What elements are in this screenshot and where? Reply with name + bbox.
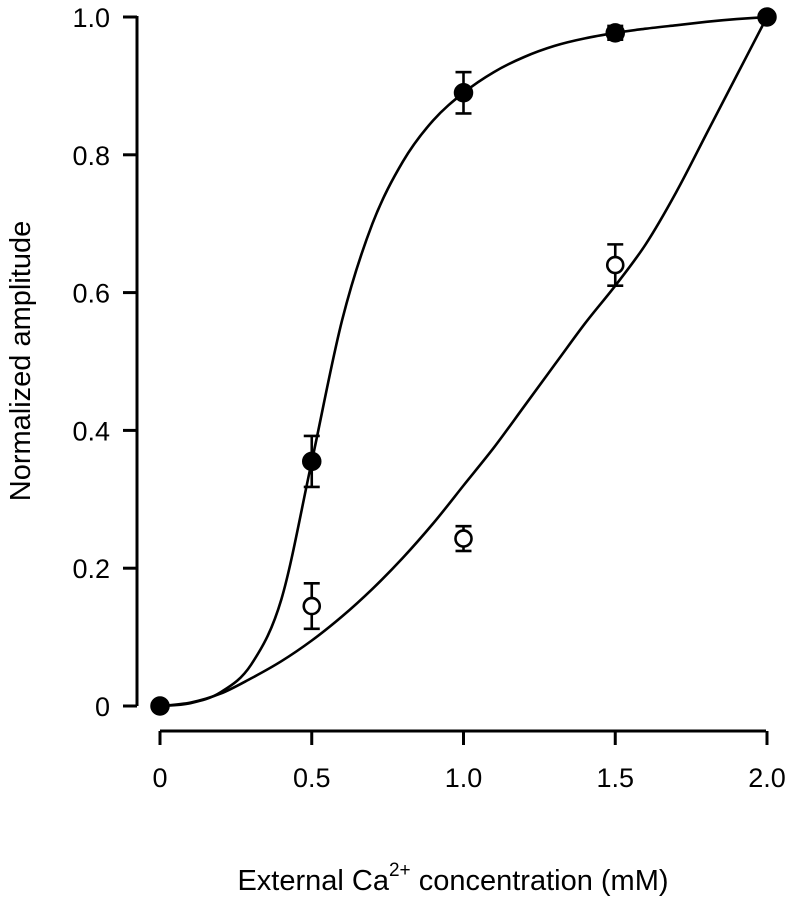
data-point-filled — [150, 696, 170, 716]
data-point-open — [454, 529, 473, 548]
y-tick-label: 0.8 — [72, 141, 110, 171]
y-ticks: 0 0.2 0.4 0.6 0.8 1.0 — [72, 3, 137, 722]
fit-curve-2 — [159, 16, 769, 708]
y-tick-label: 0 — [95, 692, 110, 722]
data-point-filled — [302, 451, 322, 472]
data-point-filled — [757, 7, 777, 27]
y-tick-label: 0.2 — [72, 554, 110, 584]
y-axis-title: Normalized amplitude — [5, 221, 37, 501]
data-point-filled — [605, 23, 625, 43]
x-tick-label: 0.5 — [293, 763, 331, 793]
y-tick-label: 1.0 — [72, 3, 110, 33]
x-axis-title: External Ca2+ concentration (mM) — [237, 860, 668, 897]
fit-curve-1 — [159, 15, 768, 708]
x-tick-label: 1.0 — [445, 763, 483, 793]
data-point-open — [605, 255, 625, 275]
x-tick-label: 2.0 — [748, 763, 786, 793]
x-axis-title-sup: 2+ — [389, 860, 411, 881]
x-tick-label: 0 — [152, 763, 167, 793]
data-point-filled — [453, 83, 474, 103]
x-axis-title-post: concentration (mM) — [411, 865, 669, 897]
fit-curves — [159, 15, 769, 708]
y-tick-label: 0.4 — [72, 416, 110, 446]
y-tick-label: 0.6 — [72, 279, 110, 309]
x-tick-label: 1.5 — [596, 763, 634, 793]
axes — [135, 16, 766, 733]
data-point-open — [302, 596, 322, 616]
data-points — [150, 7, 777, 716]
x-ticks: 0 0.5 1.0 1.5 2.0 — [152, 731, 786, 793]
x-axis-title-pre: External Ca — [237, 865, 389, 897]
